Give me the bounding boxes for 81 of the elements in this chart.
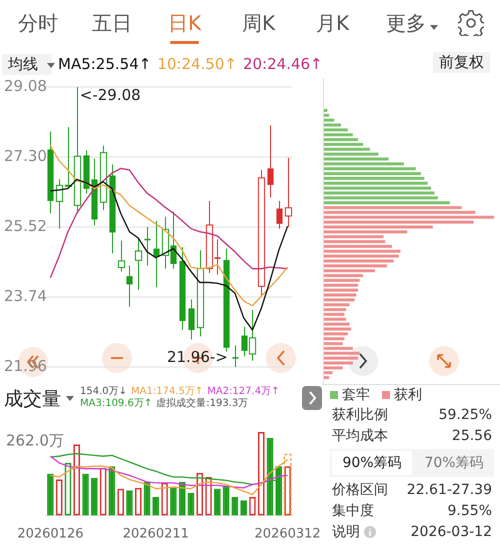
bar <box>324 142 364 146</box>
text: MA2:127.4万↑ <box>207 386 280 398</box>
y-tick-label: 21.96 <box>4 356 47 375</box>
text: 虚拟成交量:193.3万 <box>156 398 248 410</box>
text: 更多 <box>386 10 426 37</box>
text: 价格区间 <box>332 481 388 500</box>
candlestick <box>126 265 133 308</box>
text: 分时 <box>18 10 58 37</box>
candlestick <box>134 238 142 290</box>
bar <box>324 259 394 263</box>
text: 10:24.50↑ <box>157 55 237 73</box>
chart-title: 成交量 <box>4 387 61 412</box>
candlestick <box>258 169 266 297</box>
annotation: <-29.08 <box>80 86 141 104</box>
text: 前复权 <box>433 52 490 73</box>
text: 集中度 <box>332 502 374 521</box>
text: 周K <box>242 10 276 37</box>
bar <box>324 176 424 180</box>
bar <box>324 108 328 112</box>
text: 9.55% <box>448 502 492 521</box>
bar <box>324 274 364 278</box>
candlestick <box>64 126 72 187</box>
candlestick <box>188 298 195 340</box>
candlestick <box>74 86 82 214</box>
text: 五日 <box>92 10 132 37</box>
bar <box>324 123 341 127</box>
bar <box>324 361 353 365</box>
candlestick <box>118 240 126 272</box>
y-tick-label: 27.30 <box>4 146 47 165</box>
bar <box>324 244 392 248</box>
text: 日K <box>168 10 202 37</box>
text: MA3:109.6万↑ <box>80 398 152 410</box>
text: 2026-03-12 <box>410 523 492 542</box>
text: MA5:25.54↑ <box>58 55 152 73</box>
y-tick-label: 29.08 <box>4 76 47 95</box>
candlestick <box>100 145 108 211</box>
candlestick <box>276 200 283 230</box>
bar <box>324 206 462 210</box>
text: 90%筹码 <box>332 451 412 475</box>
text: 70%筹码 <box>423 454 485 473</box>
bar <box>324 191 434 195</box>
bar <box>324 308 346 312</box>
annotation: 262.0万 <box>6 431 64 450</box>
text: 59.25% <box>438 406 492 425</box>
legend-title: 均线 <box>2 54 52 74</box>
text: 月K <box>316 10 350 37</box>
bar <box>324 312 344 316</box>
bar <box>324 327 352 331</box>
y-tick-label: 23.74 <box>4 286 47 305</box>
candlestick <box>56 178 64 230</box>
x-tick-label: 20260126 <box>17 526 84 542</box>
candlestick <box>284 157 292 228</box>
x-tick-label: 20260312 <box>254 526 321 542</box>
text: 20:24.46↑ <box>242 55 323 73</box>
bar <box>324 225 433 229</box>
text: 获利 <box>393 386 422 404</box>
bar <box>324 342 343 346</box>
candlestick <box>196 250 204 337</box>
bar <box>324 157 389 161</box>
candlestick <box>232 344 239 368</box>
text: 套牢 <box>341 386 370 404</box>
text: 平均成本 <box>332 427 388 446</box>
bar <box>324 293 356 297</box>
text: 获利比例 <box>332 406 388 425</box>
text: 154.0万↓ <box>80 386 128 398</box>
bar <box>324 376 330 380</box>
candlestick <box>153 220 160 288</box>
candlestick <box>267 125 274 198</box>
bar <box>324 346 353 350</box>
x-tick-label: 20260211 <box>122 526 189 542</box>
bar <box>324 278 360 282</box>
bar <box>324 172 421 176</box>
candlestick <box>144 226 151 266</box>
bar <box>324 240 386 244</box>
bar <box>324 138 358 142</box>
text: MA1:174.5万↑ <box>131 386 204 398</box>
text: 说明 <box>332 523 360 542</box>
y-tick-label: 25.52 <box>4 216 47 235</box>
text: 25.56 <box>452 427 492 446</box>
bar <box>324 210 476 214</box>
text: 22.61-27.39 <box>406 481 492 500</box>
